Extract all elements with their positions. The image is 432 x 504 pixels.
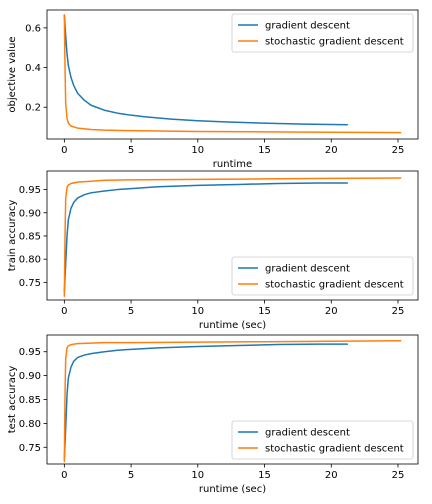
- legend-label: stochastic gradient descent: [265, 37, 404, 48]
- y-tick-label: 0.6: [25, 23, 41, 34]
- y-tick-label: 0.90: [19, 371, 41, 382]
- x-tick-label: 0: [61, 145, 67, 156]
- chart-panel-1: 0 5 10 15 20 25 0.2 0.4 0.6 runtime objective valu…: [7, 9, 419, 170]
- chart-panel-2: 0 5 10 15 20 25 0.75 0.80 0.85 0.90 0.95 runtime (s…: [7, 170, 419, 331]
- y-axis-label: test accuracy: [7, 366, 18, 434]
- x-tick-label: 20: [325, 306, 338, 317]
- y-tick-label: 0.95: [19, 185, 41, 196]
- x-tick-label: 0: [61, 306, 67, 317]
- x-axis-label: runtime (sec): [199, 320, 266, 331]
- legend: gradient descent stochastic gradient desc…: [231, 420, 414, 460]
- x-tick-label: 15: [258, 470, 271, 481]
- y-axis-label: objective value: [7, 36, 18, 112]
- y-tick-label: 0.95: [19, 347, 41, 358]
- axes-frame: [46, 9, 419, 140]
- legend: gradient descent stochastic gradient desc…: [231, 256, 414, 296]
- x-tick-label: 5: [128, 306, 134, 317]
- x-axis-label: runtime: [213, 159, 252, 170]
- series-line-stochastic-gradient-descent: [63, 339, 402, 463]
- series-line-stochastic-gradient-descent: [63, 177, 402, 298]
- y-tick-label: 0.80: [19, 419, 41, 430]
- x-tick-label: 15: [258, 145, 271, 156]
- x-tick-label: 5: [128, 145, 134, 156]
- x-tick-label: 10: [191, 306, 204, 317]
- y-tick-label: 0.75: [19, 443, 41, 454]
- x-tick-label: 20: [325, 470, 338, 481]
- series-line-gradient-descent: [63, 343, 349, 460]
- y-tick-label: 0.85: [19, 395, 41, 406]
- y-tick-label: 0.75: [19, 278, 41, 289]
- legend-label: gradient descent: [265, 428, 350, 439]
- axes-frame: [46, 170, 419, 301]
- series-line-stochastic-gradient-descent: [63, 14, 402, 134]
- x-axis-label: runtime (sec): [199, 484, 266, 495]
- series-line-gradient-descent: [63, 14, 349, 126]
- y-tick-label: 0.85: [19, 231, 41, 242]
- legend-label: gradient descent: [265, 21, 350, 32]
- x-tick-label: 5: [128, 470, 134, 481]
- x-tick-label: 10: [191, 145, 204, 156]
- y-axis-label: train accuracy: [7, 200, 18, 272]
- x-tick-label: 25: [392, 470, 405, 481]
- legend-box: [231, 256, 414, 296]
- x-tick-label: 10: [191, 470, 204, 481]
- series-line-gradient-descent: [63, 182, 349, 293]
- legend: gradient descent stochastic gradient desc…: [231, 13, 414, 53]
- legend-label: stochastic gradient descent: [265, 280, 404, 291]
- chart-panel-3: 0 5 10 15 20 25 0.75 0.80 0.85 0.90 0.95 runtime (s…: [7, 334, 419, 495]
- x-tick-label: 15: [258, 306, 271, 317]
- x-tick-label: 25: [392, 306, 405, 317]
- legend-box: [231, 13, 414, 53]
- legend-label: gradient descent: [265, 264, 350, 275]
- x-tick-label: 20: [325, 145, 338, 156]
- x-tick-label: 25: [392, 145, 405, 156]
- y-tick-label: 0.80: [19, 255, 41, 266]
- x-tick-label: 0: [61, 470, 67, 481]
- legend-label: stochastic gradient descent: [265, 444, 404, 455]
- y-tick-label: 0.4: [25, 63, 41, 74]
- legend-box: [231, 420, 414, 460]
- y-tick-label: 0.2: [25, 103, 41, 114]
- y-tick-label: 0.90: [19, 208, 41, 219]
